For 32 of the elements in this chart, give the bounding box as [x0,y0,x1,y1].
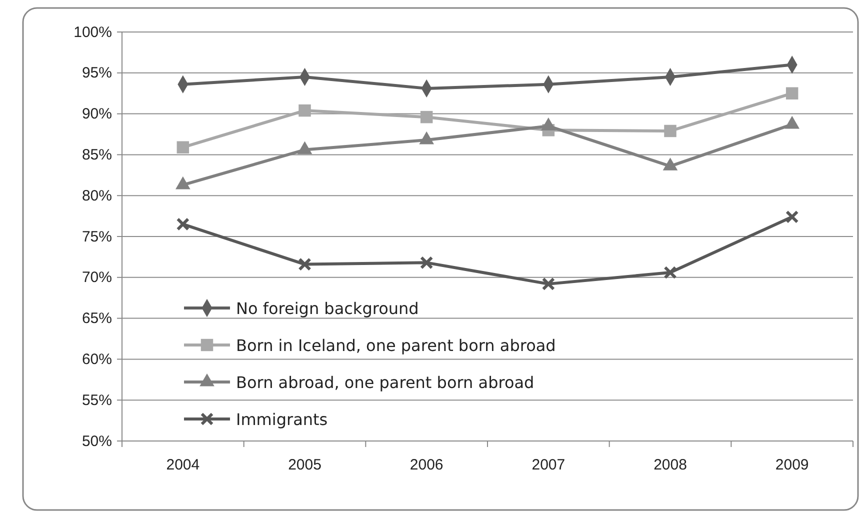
x-tick-label: 2005 [288,456,322,474]
point [420,256,434,270]
x-tick-label: 2008 [654,456,687,474]
point [785,210,799,224]
legend-label: Born in Iceland, one parent born abroad [236,336,556,355]
y-tick-label: 65% [82,310,112,328]
y-tick-label: 70% [82,269,112,286]
y-tick-label: 75% [82,228,112,246]
point [298,104,311,117]
point [786,87,798,100]
point [420,110,433,124]
legend-label: Immigrants [236,410,328,429]
y-tick-label: 85% [82,146,112,164]
legend-label: Born abroad, one parent born abroad [236,373,534,392]
point [542,277,556,291]
y-tick-label: 90% [82,106,112,123]
x-tick-label: 2004 [166,456,200,474]
x-tick-label: 2006 [410,456,444,474]
x-tick-label: 2009 [775,456,809,474]
y-tick-label: 50% [82,432,112,450]
y-tick-label: 60% [82,351,112,368]
y-tick-label: 95% [82,64,112,82]
point [176,218,190,231]
y-tick-label: 100% [74,24,112,41]
point [664,124,676,138]
legend-label: No foreign background [236,299,419,318]
x-tick-label: 2007 [532,456,566,474]
point [176,141,190,154]
y-tick-label: 55% [82,392,112,409]
point [664,266,677,280]
y-tick-label: 80% [82,187,112,204]
point [298,258,312,271]
